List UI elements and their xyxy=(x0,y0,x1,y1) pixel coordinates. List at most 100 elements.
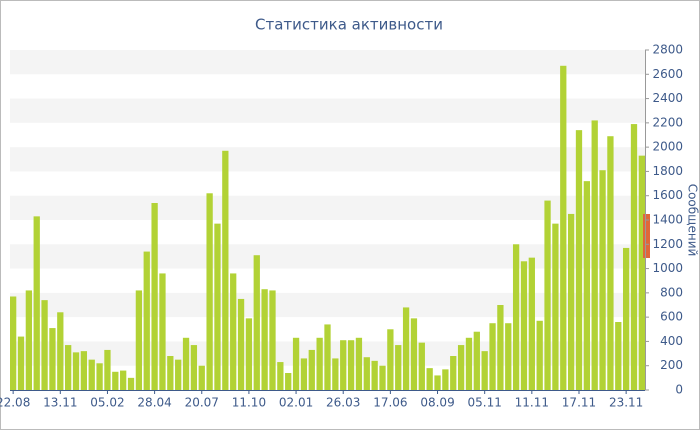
bar xyxy=(607,136,614,390)
bar xyxy=(300,358,308,390)
bar xyxy=(285,373,292,390)
y-tick-label: 0 xyxy=(675,383,683,397)
bar xyxy=(591,120,598,390)
bar xyxy=(96,363,103,390)
bar xyxy=(434,375,441,390)
x-tick-label: 05.02 xyxy=(90,396,124,410)
bar xyxy=(222,150,229,390)
bar xyxy=(371,360,378,390)
bar xyxy=(489,323,496,390)
y-tick-label: 2600 xyxy=(652,67,683,81)
x-tick-label: 17.06 xyxy=(373,396,407,410)
bar xyxy=(80,351,88,390)
bar xyxy=(379,365,386,390)
bar xyxy=(544,200,551,390)
chart-title: Статистика активности xyxy=(255,16,443,34)
x-tick-label: 28.04 xyxy=(137,396,171,410)
x-tick-label: 08.09 xyxy=(420,396,454,410)
bar xyxy=(214,223,221,390)
grid-band xyxy=(10,244,645,269)
grid-band xyxy=(10,292,645,318)
grid-band xyxy=(10,98,645,123)
bar xyxy=(332,358,339,390)
x-tick-label: 20.07 xyxy=(185,396,219,410)
bar xyxy=(182,337,190,390)
bar xyxy=(175,359,182,390)
bar xyxy=(151,203,158,390)
bar xyxy=(638,155,645,390)
bar xyxy=(567,213,575,390)
bar xyxy=(261,289,268,390)
x-tick-label: 11.11 xyxy=(515,396,549,410)
bar xyxy=(615,322,622,390)
bar xyxy=(25,290,33,390)
range-handle[interactable] xyxy=(643,214,650,258)
bar xyxy=(198,365,205,390)
bar xyxy=(395,345,402,390)
bar xyxy=(552,223,559,390)
bar xyxy=(120,370,127,390)
y-tick-label: 1600 xyxy=(652,188,683,202)
grid-band xyxy=(10,195,645,220)
y-axis-title: Сообщений xyxy=(686,184,700,257)
y-tick-label: 1000 xyxy=(652,261,683,275)
bar xyxy=(17,336,25,390)
x-tick-label: 17.11 xyxy=(562,396,596,410)
y-tick-label: 200 xyxy=(660,358,683,372)
bar xyxy=(237,298,245,390)
bar xyxy=(512,244,520,390)
bar xyxy=(560,65,567,391)
x-tick-label: 05.11 xyxy=(467,396,501,410)
grid-band xyxy=(10,147,645,172)
bar xyxy=(292,337,300,390)
bar xyxy=(245,318,253,390)
bar xyxy=(143,251,150,390)
y-tick-label: 2000 xyxy=(652,140,683,154)
bar xyxy=(575,130,583,390)
bar xyxy=(355,337,363,390)
bar xyxy=(135,290,143,390)
bar xyxy=(190,345,198,390)
bar xyxy=(316,337,323,390)
bar xyxy=(528,257,535,390)
x-tick-label: 02.01 xyxy=(279,396,313,410)
bar xyxy=(230,273,237,390)
y-tick-label: 1200 xyxy=(652,237,683,251)
bar xyxy=(308,349,315,390)
bar xyxy=(340,340,347,390)
y-tick-label: 400 xyxy=(660,334,683,348)
bar xyxy=(481,351,488,390)
bar xyxy=(206,193,213,390)
grid-band xyxy=(10,50,645,75)
bar xyxy=(497,305,504,390)
y-tick-label: 2200 xyxy=(652,115,683,129)
bar xyxy=(599,170,606,390)
bar xyxy=(127,377,135,390)
bar xyxy=(473,331,480,390)
bar xyxy=(387,329,394,390)
bar xyxy=(347,340,355,390)
y-tick-label: 2400 xyxy=(652,91,683,105)
bar xyxy=(41,300,48,390)
bar xyxy=(88,359,95,390)
bar xyxy=(253,255,260,390)
x-tick-label: 26.03 xyxy=(326,396,360,410)
bar xyxy=(10,296,17,390)
bar xyxy=(520,261,528,390)
bar xyxy=(418,342,425,390)
bar xyxy=(402,307,410,390)
y-tick-label: 600 xyxy=(660,310,683,324)
x-tick-label: 22.08 xyxy=(0,396,30,410)
bar xyxy=(167,356,174,390)
x-tick-label: 13.11 xyxy=(43,396,77,410)
bar xyxy=(583,181,590,390)
bar xyxy=(630,124,638,391)
bar xyxy=(112,371,119,390)
bar xyxy=(324,324,331,390)
bar xyxy=(104,349,111,390)
bar xyxy=(426,368,433,390)
bar xyxy=(49,328,56,390)
bar xyxy=(57,312,64,390)
y-tick-label: 1400 xyxy=(652,213,683,227)
bar xyxy=(33,216,40,390)
